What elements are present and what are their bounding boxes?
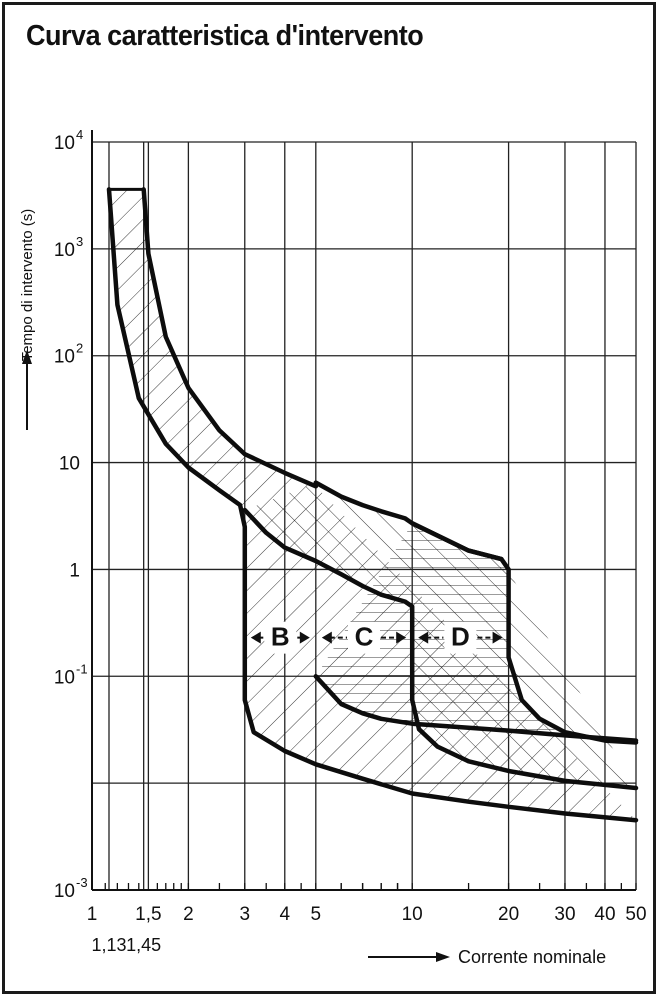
series-label-bg bbox=[444, 621, 477, 654]
y-tick-label: 10 bbox=[54, 667, 75, 688]
y-tick-label: 1 bbox=[69, 560, 80, 581]
x-tick-label: 40 bbox=[594, 904, 615, 925]
series-label-b: B bbox=[250, 621, 310, 654]
curves bbox=[106, 187, 639, 823]
curve-b-lower bbox=[106, 187, 639, 823]
arrow-head-left bbox=[418, 631, 429, 644]
curve-b-upper bbox=[141, 187, 319, 489]
arrow-head-left bbox=[321, 631, 332, 644]
series-label-bg bbox=[348, 621, 380, 654]
x-tick-label: 1 bbox=[87, 904, 98, 925]
y-tick-label-exponent: 2 bbox=[76, 341, 83, 356]
y-axis-arrow bbox=[22, 350, 32, 430]
x-tick-label: 20 bbox=[498, 904, 519, 925]
y-tick-label-exponent: 3 bbox=[76, 234, 83, 249]
curve-d-lower bbox=[313, 674, 639, 743]
x-axis-label: Corrente nominale bbox=[458, 947, 606, 967]
x-tick-label-secondary: 1,45 bbox=[126, 935, 161, 955]
x-tick-label: 5 bbox=[311, 904, 322, 925]
arrow-head-right bbox=[299, 631, 310, 644]
y-tick-label: 10 bbox=[54, 240, 75, 261]
series-label-text: B bbox=[271, 622, 290, 652]
x-tick-label: 4 bbox=[279, 904, 290, 925]
arrow-head-right bbox=[492, 631, 503, 644]
x-tick-label: 10 bbox=[402, 904, 423, 925]
y-tick-label-exponent: 4 bbox=[76, 127, 83, 142]
x-axis-arrow bbox=[368, 952, 450, 962]
y-tick-label-exponent: -1 bbox=[76, 661, 88, 676]
y-tick-label: 10 bbox=[59, 454, 80, 475]
chart-title: Curva caratteristica d'intervento bbox=[26, 20, 424, 52]
y-axis-label: Tempo di intervento (s) bbox=[19, 209, 36, 362]
series-label-text: C bbox=[355, 622, 374, 652]
y-tick-label: 10 bbox=[54, 881, 75, 902]
y-tick-label: 10 bbox=[54, 133, 75, 154]
series-label-d: D bbox=[418, 621, 503, 654]
y-tick-label: 10 bbox=[54, 347, 75, 368]
x-tick-label: 3 bbox=[239, 904, 250, 925]
axes bbox=[91, 130, 637, 891]
x-tick-label: 50 bbox=[625, 904, 646, 925]
curve-c-lower bbox=[242, 507, 639, 791]
y-axis-label-text: Tempo di intervento (s) bbox=[19, 209, 36, 362]
series-label-bg bbox=[264, 621, 297, 654]
series-label-text: D bbox=[451, 622, 470, 652]
x-tick-label-secondary: 1,13 bbox=[91, 935, 126, 955]
labels: Tempo di intervento (s) Corrente nominal… bbox=[19, 127, 647, 967]
y-tick-label-exponent: -3 bbox=[76, 875, 88, 890]
x-tick-label: 2 bbox=[183, 904, 194, 925]
x-tick-label: 1,5 bbox=[135, 904, 161, 925]
arrow-head-left bbox=[250, 631, 261, 644]
arrow-head-right bbox=[396, 631, 407, 644]
series-label-c: C bbox=[321, 621, 407, 654]
x-tick-label: 30 bbox=[554, 904, 575, 925]
